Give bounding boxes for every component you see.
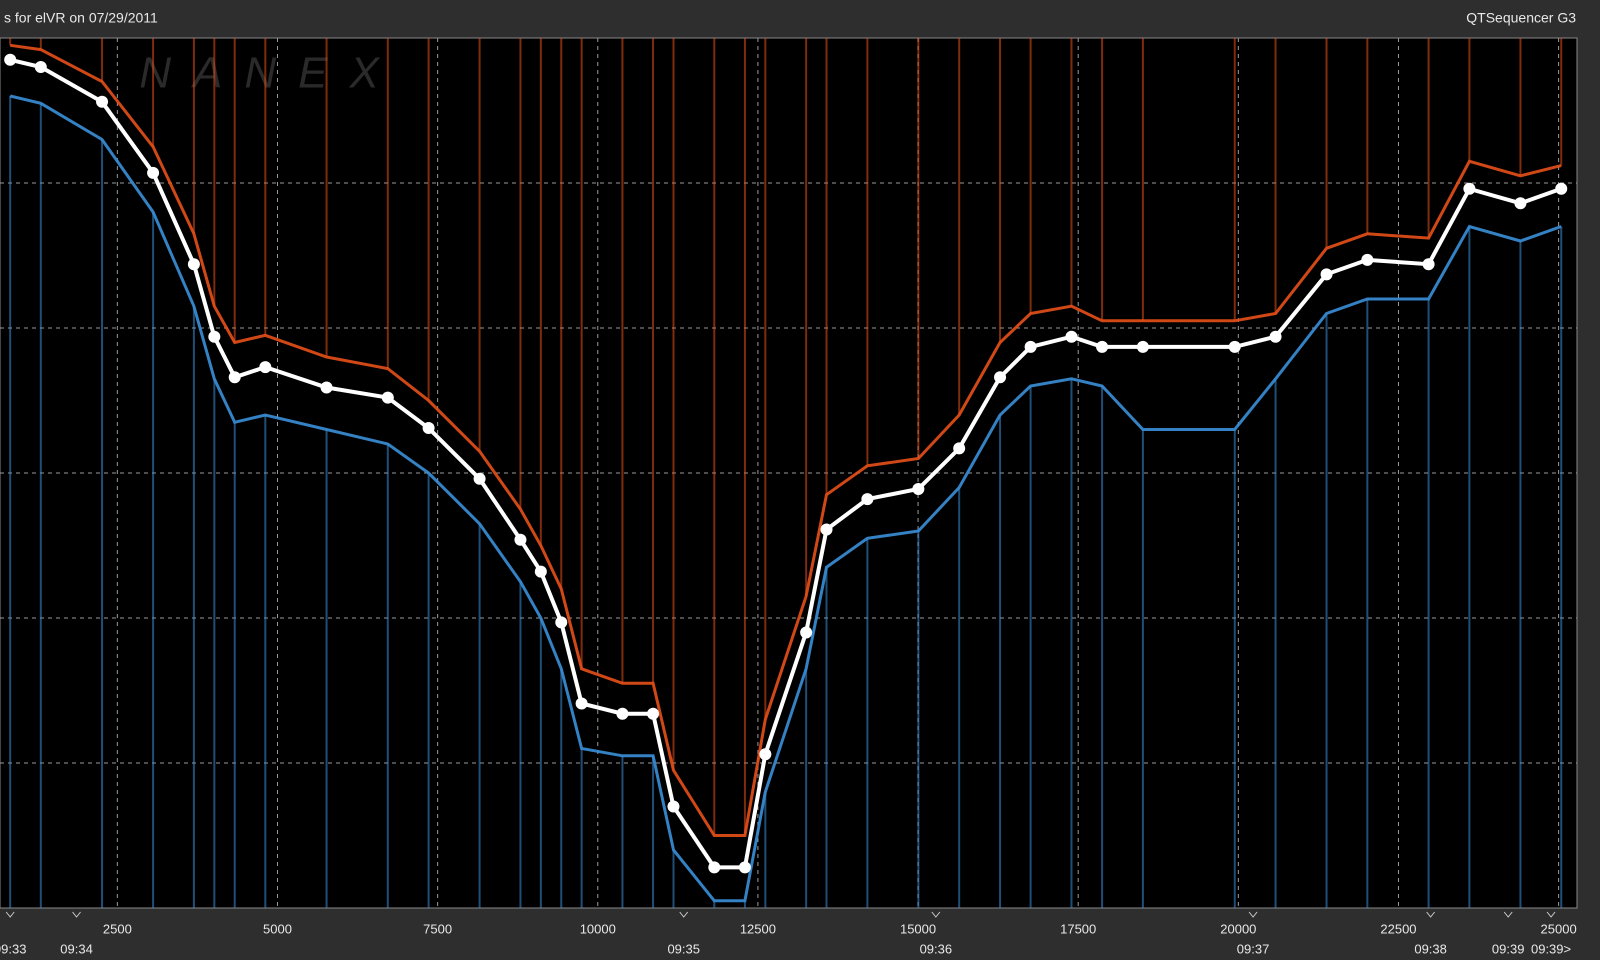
trade-point (1514, 197, 1527, 210)
series-line (9, 43, 1562, 837)
time-tick-label: 09:39> (1531, 941, 1571, 956)
trade-point (422, 422, 435, 435)
series-line (9, 57, 1562, 870)
time-tick (1248, 911, 1258, 918)
time-tick (679, 911, 689, 918)
trade-point (667, 800, 680, 813)
trade-point (1463, 182, 1476, 195)
trade-point (534, 565, 547, 578)
series-line (9, 94, 1562, 903)
time-tick-label: 09:34 (60, 941, 93, 956)
trade-point (34, 61, 47, 73)
time-tick-label: 09:38 (1414, 941, 1447, 956)
trade-point (647, 707, 660, 720)
trade-point (1555, 182, 1568, 195)
trade-point (820, 523, 833, 536)
x-tick-label: 22500 (1380, 921, 1416, 936)
plot-area (0, 37, 1578, 909)
trade-point (1096, 340, 1109, 353)
trade-point (759, 748, 772, 761)
trade-point (1024, 340, 1037, 353)
trade-point (473, 472, 486, 485)
trade-point (96, 95, 109, 108)
trade-point (187, 258, 200, 271)
trade-point (1269, 330, 1282, 343)
x-tick-label: 15000 (900, 921, 936, 936)
trade-point (708, 861, 721, 874)
trade-point (320, 381, 333, 394)
trade-point (994, 371, 1007, 384)
x-tick-label: 12500 (740, 921, 776, 936)
x-tick-label: 10000 (580, 921, 616, 936)
trade-point (1320, 268, 1333, 281)
trade-point (1361, 253, 1374, 266)
time-tick-label: 09:37 (1237, 941, 1270, 956)
app-name: QTSequencer G3 (1466, 10, 1576, 26)
trade-point (147, 166, 160, 179)
time-tick (5, 911, 15, 918)
chart-title: s for elVR on 07/29/2011 (4, 10, 158, 26)
time-tick (72, 911, 81, 918)
trade-point (1136, 340, 1149, 353)
time-tick-label: 09:36 (920, 941, 953, 956)
time-tick-label: 09:33 (0, 941, 26, 956)
x-tick-label: 17500 (1060, 921, 1096, 936)
x-tick-label: 5000 (263, 921, 292, 936)
time-tick (1426, 911, 1436, 918)
trade-point (1422, 258, 1435, 271)
x-tick-label: 20000 (1220, 921, 1256, 936)
trade-point (514, 533, 527, 546)
time-tick (1503, 911, 1513, 918)
x-tick-label: 25000 (1541, 921, 1577, 936)
watermark: NANEX (139, 49, 401, 98)
trade-point (1065, 330, 1078, 343)
plot-layer (0, 38, 1577, 908)
trade-point (861, 493, 874, 506)
trade-point (738, 861, 751, 874)
trade-point (4, 53, 17, 66)
time-tick-label: 09:35 (667, 941, 700, 956)
time-tick (931, 911, 941, 918)
trade-point (208, 330, 221, 343)
trade-point (555, 616, 568, 629)
trade-point (228, 371, 241, 384)
trade-point (953, 442, 966, 455)
trade-point (1228, 340, 1241, 353)
x-tick-label: 7500 (423, 921, 452, 936)
trade-point (259, 361, 272, 374)
trade-point (575, 697, 588, 710)
trade-point (912, 482, 925, 495)
time-tick (1546, 911, 1556, 918)
time-tick-label: 09:39 (1492, 941, 1525, 956)
trade-point (800, 626, 813, 639)
trade-point (381, 391, 394, 404)
x-tick-label: 2500 (103, 921, 132, 936)
trade-point (616, 707, 629, 720)
